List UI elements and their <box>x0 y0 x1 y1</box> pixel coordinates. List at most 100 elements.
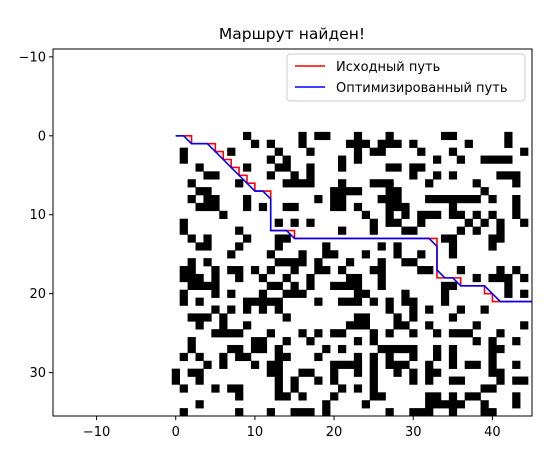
obstacle-cell <box>504 289 513 298</box>
obstacle-cell <box>512 179 521 188</box>
obstacle-cell <box>504 155 513 164</box>
obstacle-cell <box>353 289 363 298</box>
obstacle-cell <box>266 155 275 164</box>
obstacle-cell <box>330 392 339 401</box>
obstacle-cell <box>488 242 497 251</box>
obstacle-cell <box>187 273 196 283</box>
obstacle-cell <box>306 179 315 188</box>
obstacle-cell <box>361 321 370 330</box>
obstacle-cell <box>377 281 386 291</box>
obstacle-cell <box>409 258 418 267</box>
obstacle-cell <box>266 329 275 338</box>
obstacle-cell <box>195 202 204 212</box>
obstacle-cell <box>417 408 426 416</box>
obstacle-cell <box>448 195 458 204</box>
obstacle-cell <box>322 266 331 275</box>
obstacle-cell <box>401 226 410 235</box>
obstacle-cell <box>512 210 521 219</box>
x-tick-label: 20 <box>326 425 343 440</box>
obstacle-cell <box>171 376 180 385</box>
obstacle-cell <box>322 131 331 141</box>
obstacle-cell <box>203 258 212 267</box>
obstacle-cell <box>385 344 394 354</box>
obstacle-cell <box>345 297 355 306</box>
obstacle-cell <box>338 179 347 188</box>
obstacle-cell <box>203 242 212 251</box>
obstacle-cell <box>235 266 244 275</box>
obstacle-cell <box>258 344 268 354</box>
obstacle-cell <box>448 202 458 212</box>
obstacle-cell <box>456 305 466 314</box>
obstacle-cell <box>464 195 473 204</box>
obstacle-cell <box>274 258 283 267</box>
obstacle-cell <box>211 384 220 393</box>
obstacle-cell <box>512 376 521 385</box>
obstacle-cell <box>409 352 418 362</box>
obstacle-cell <box>179 297 188 306</box>
obstacle-cell <box>425 400 434 409</box>
obstacle-cell <box>179 218 188 227</box>
obstacle-cell <box>448 392 458 401</box>
obstacle-cell <box>282 337 291 346</box>
obstacle-cell <box>512 202 521 212</box>
obstacle-cell <box>187 281 196 291</box>
obstacle-cell <box>369 352 378 362</box>
obstacle-cell <box>488 408 497 416</box>
obstacle-cell <box>345 187 355 196</box>
obstacle-cell <box>409 329 418 338</box>
obstacle-cell <box>409 408 418 416</box>
obstacle-cell <box>480 218 489 227</box>
obstacle-cell <box>488 337 497 346</box>
obstacle-cell <box>235 352 244 362</box>
obstacle-cell <box>338 195 347 204</box>
x-tick-label: 10 <box>247 425 264 440</box>
obstacle-cell <box>195 321 204 330</box>
obstacle-cell <box>203 171 212 180</box>
obstacle-cell <box>472 195 481 204</box>
obstacle-cell <box>298 368 307 377</box>
obstacle-cell <box>401 344 410 354</box>
obstacle-cell <box>345 321 355 330</box>
obstacle-cell <box>290 258 299 267</box>
obstacle-cell <box>227 289 236 298</box>
obstacle-cell <box>353 360 363 369</box>
obstacle-cell <box>298 408 307 416</box>
obstacle-cell <box>520 321 529 330</box>
obstacle-cell <box>314 131 323 141</box>
obstacle-cell <box>298 179 307 188</box>
obstacle-cell <box>195 242 204 251</box>
obstacle-cell <box>274 376 283 385</box>
obstacle-cell <box>361 139 370 148</box>
obstacle-cell <box>282 234 291 243</box>
obstacle-cell <box>433 210 442 219</box>
obstacle-cell <box>235 179 244 188</box>
obstacle-cell <box>385 360 394 369</box>
obstacle-cell <box>187 368 196 377</box>
obstacle-cell <box>393 202 402 212</box>
obstacle-cell <box>520 273 529 283</box>
x-tick-label: 40 <box>484 425 501 440</box>
obstacle-cell <box>306 218 315 227</box>
obstacle-cell <box>353 147 363 156</box>
obstacle-cell <box>179 384 188 393</box>
obstacle-cell <box>298 258 307 267</box>
obstacle-cell <box>330 202 339 212</box>
obstacle-cell <box>417 147 426 156</box>
obstacle-cell <box>330 250 339 259</box>
obstacle-cell <box>235 392 244 401</box>
obstacle-cell <box>448 250 458 259</box>
obstacle-cell <box>488 210 497 219</box>
obstacle-cell <box>290 179 299 188</box>
obstacle-cell <box>512 171 521 180</box>
obstacle-cell <box>369 392 378 401</box>
obstacle-cell <box>464 392 473 401</box>
obstacle-cell <box>480 155 489 164</box>
obstacle-cell <box>448 352 458 362</box>
obstacle-cell <box>338 155 347 164</box>
obstacle-cell <box>266 139 275 148</box>
obstacle-cell <box>393 139 402 148</box>
obstacle-cell <box>330 281 339 291</box>
obstacle-cell <box>330 360 339 369</box>
obstacle-cell <box>195 273 204 283</box>
obstacle-cell <box>298 139 307 148</box>
